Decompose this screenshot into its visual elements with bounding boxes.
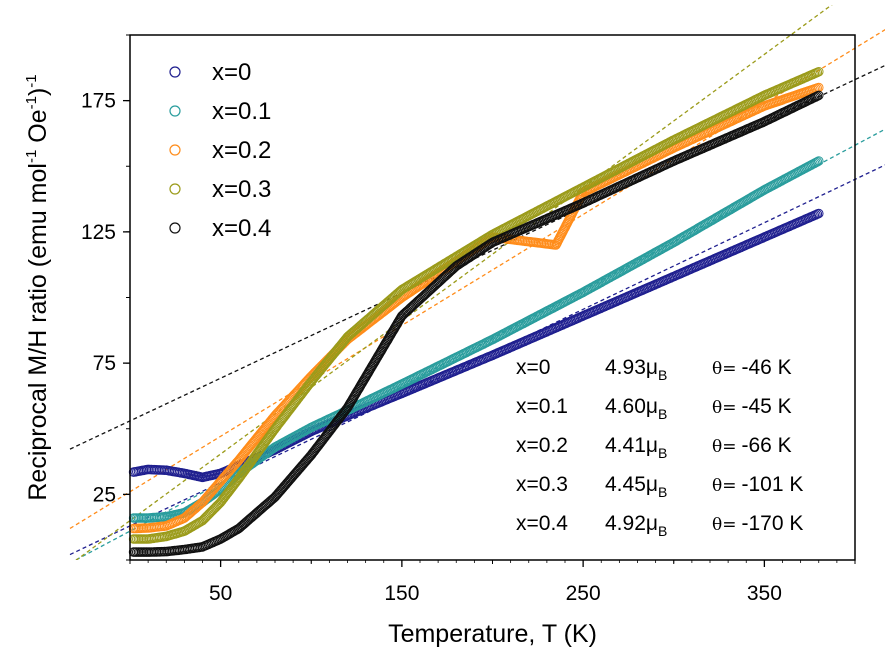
annotation-theta: θ= -66 K <box>712 434 792 457</box>
legend-marker <box>169 66 181 78</box>
data-point <box>812 91 823 101</box>
y-tick-label: 25 <box>93 483 116 506</box>
annotation-row: x=0.1 4.60μB θ= -45 K <box>516 395 792 422</box>
data-point <box>813 208 824 219</box>
y-axis-label: Reciprocal M/H ratio (emu mol-1 Oe-1)-1 <box>23 74 52 500</box>
annotation-composition: x=0.1 <box>516 395 568 418</box>
annotation-table: x=0 4.93μB θ= -46 K x=0.1 4.60μB θ= -45 K x=0.2 4… <box>516 356 803 539</box>
x-tick-label: 350 <box>747 582 782 605</box>
annotation-composition: x=0 <box>516 356 550 379</box>
annotation-theta: θ= -170 K <box>712 512 803 535</box>
x-axis-label: Temperature, T (K) <box>388 620 597 648</box>
series-1 <box>128 156 824 523</box>
y-tick-label: 75 <box>93 352 116 375</box>
series-3 <box>128 66 824 544</box>
annotation-row: x=0 4.93μB θ= -46 K <box>516 356 792 383</box>
annotation-theta: θ= -101 K <box>712 473 803 496</box>
annotation-moment: 4.93μB <box>605 356 667 383</box>
annotation-composition: x=0.4 <box>516 512 568 535</box>
legend: x=0 x=0.1 x=0.2 x=0.3 x=0.4 <box>169 59 271 242</box>
annotation-composition: x=0.3 <box>516 473 568 496</box>
legend-label: x=0.2 <box>212 137 271 164</box>
annotation-row: x=0.3 4.45μB θ= -101 K <box>516 473 803 500</box>
legend-label: x=0.4 <box>212 215 271 242</box>
data-point <box>811 157 821 168</box>
data-point <box>813 66 824 77</box>
annotation-composition: x=0.2 <box>516 434 568 457</box>
fit-line-3 <box>75 5 833 560</box>
x-tick-label: 50 <box>209 582 232 605</box>
data-point <box>813 156 824 166</box>
annotation-theta: θ= -45 K <box>712 395 792 418</box>
legend-marker <box>169 105 181 117</box>
data-points <box>128 66 824 557</box>
x-tick-label: 250 <box>566 582 601 605</box>
legend-label: x=0.1 <box>212 98 271 125</box>
axis-ticks: 50 150 250 350 75 125 175 25 <box>81 34 856 605</box>
annotation-moment: 4.45μB <box>605 473 667 500</box>
x-tick-label: 150 <box>384 582 419 605</box>
series-4 <box>128 90 824 557</box>
legend-marker <box>169 183 181 195</box>
legend-marker <box>169 144 181 156</box>
annotation-moment: 4.92μB <box>605 512 667 539</box>
annotation-theta: θ= -46 K <box>712 356 792 379</box>
legend-label: x=0 <box>212 59 251 86</box>
annotation-moment: 4.41μB <box>605 434 667 461</box>
legend-marker <box>169 222 181 234</box>
y-tick-label: 175 <box>81 90 116 113</box>
data-point <box>812 157 823 167</box>
data-point <box>813 90 824 101</box>
legend-label: x=0.3 <box>212 176 271 203</box>
y-tick-label: 125 <box>81 221 116 244</box>
annotation-row: x=0.4 4.92μB θ= -170 K <box>516 512 803 539</box>
annotation-moment: 4.60μB <box>605 395 667 422</box>
annotation-row: x=0.2 4.41μB θ= -66 K <box>516 434 792 461</box>
